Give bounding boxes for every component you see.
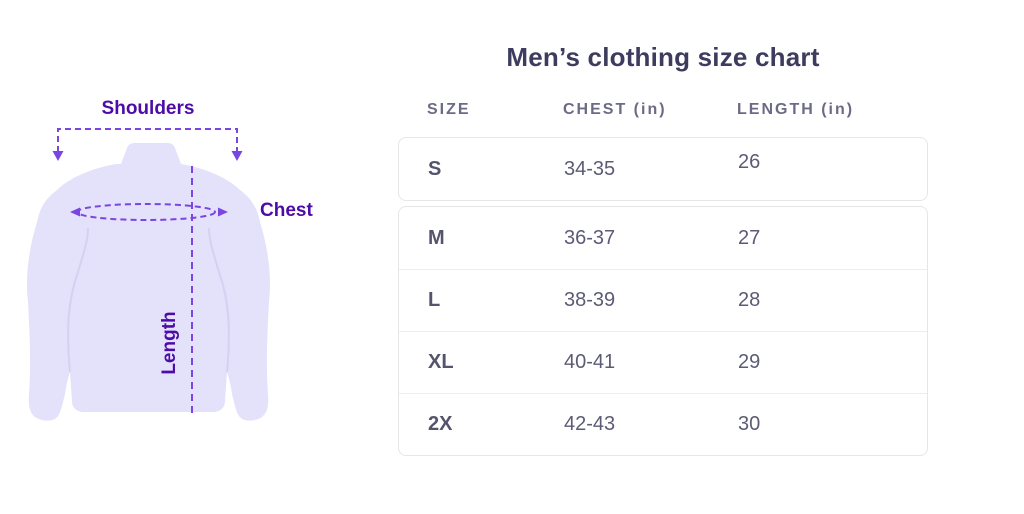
cell-size: M (428, 226, 445, 249)
cell-size: S (428, 157, 442, 180)
cell-length: 29 (738, 351, 761, 373)
cell-chest: 34-35 (564, 157, 616, 180)
arrow-down-right-icon (231, 151, 243, 161)
cell-size: XL (428, 351, 454, 373)
table-header-row: SIZE CHEST (in) LENGTH (in) (398, 101, 928, 119)
table-row: S 34-35 26 (399, 138, 927, 200)
header-chest: CHEST (in) (563, 101, 667, 118)
table-row: M 36-37 27 (399, 207, 927, 269)
size-rows-card: M 36-37 27 L 38-39 28 XL 40-41 29 2X 42-… (398, 206, 928, 456)
cell-chest: 36-37 (564, 226, 616, 249)
arrow-right-icon (218, 207, 228, 217)
table-row: XL 40-41 29 (399, 331, 927, 393)
shirt-measurement-diagram: Shoulders Chest Length (0, 0, 370, 514)
table-row: 2X 42-43 30 (399, 393, 927, 455)
right-sleeve-crease (208, 227, 230, 373)
page-title: Men’s clothing size chart (506, 42, 820, 72)
cell-length: 27 (738, 226, 761, 249)
table-row: L 38-39 28 (399, 269, 927, 331)
header-length: LENGTH (in) (737, 101, 855, 118)
cell-length: 26 (738, 150, 761, 173)
arrow-down-left-icon (52, 151, 64, 161)
size-chart-section: Men’s clothing size chart SIZE CHEST (in… (398, 0, 928, 456)
cell-chest: 40-41 (564, 351, 616, 373)
header-size: SIZE (427, 101, 471, 118)
cell-length: 30 (738, 413, 761, 435)
cell-size: 2X (428, 413, 453, 435)
left-sleeve-crease (67, 227, 89, 373)
arrow-left-icon (70, 207, 80, 217)
chest-label: Chest (260, 200, 313, 221)
shirt-diagram-canvas (27, 128, 270, 421)
cell-chest: 38-39 (564, 289, 616, 311)
length-label: Length (159, 311, 180, 375)
cell-length: 28 (738, 289, 761, 311)
cell-chest: 42-43 (564, 413, 616, 435)
shirt-illustration (27, 143, 270, 421)
size-row-card-s: S 34-35 26 (398, 137, 928, 201)
cell-size: L (428, 289, 441, 311)
shoulders-label: Shoulders (101, 98, 195, 119)
shoulders-measure-line (57, 128, 238, 152)
